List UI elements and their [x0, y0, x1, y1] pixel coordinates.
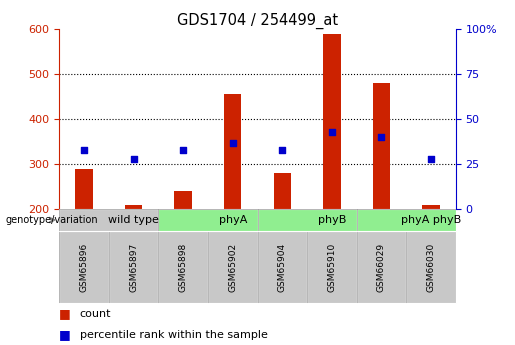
Text: count: count — [80, 309, 111, 319]
Bar — [373, 83, 390, 209]
Text: ■: ■ — [59, 328, 71, 341]
Point — [179, 147, 187, 152]
Bar — [159, 231, 208, 303]
Text: GSM65904: GSM65904 — [278, 243, 287, 292]
Bar — [109, 231, 159, 303]
Text: phyA phyB: phyA phyB — [401, 215, 461, 225]
Text: wild type: wild type — [108, 215, 159, 225]
Text: GSM65896: GSM65896 — [79, 243, 89, 292]
Bar — [175, 191, 192, 209]
Bar — [323, 34, 340, 209]
Text: GSM65897: GSM65897 — [129, 243, 138, 292]
Title: GDS1704 / 254499_at: GDS1704 / 254499_at — [177, 13, 338, 29]
Bar — [224, 95, 242, 209]
Bar — [356, 231, 406, 303]
Text: GSM65902: GSM65902 — [228, 243, 237, 292]
Text: phyA: phyA — [218, 215, 247, 225]
Text: GSM65898: GSM65898 — [179, 243, 187, 292]
Bar — [258, 231, 307, 303]
Text: phyB: phyB — [318, 215, 346, 225]
Bar — [75, 169, 93, 209]
Bar — [258, 209, 356, 231]
Bar — [356, 209, 456, 231]
Bar — [307, 231, 356, 303]
Point — [278, 147, 286, 152]
Bar — [59, 231, 109, 303]
Point — [129, 156, 138, 161]
Point — [427, 156, 435, 161]
Text: ■: ■ — [59, 307, 71, 321]
Text: percentile rank within the sample: percentile rank within the sample — [80, 330, 268, 339]
Bar — [273, 173, 291, 209]
Bar — [59, 209, 159, 231]
Point — [80, 147, 88, 152]
Bar — [125, 205, 142, 209]
Text: genotype/variation: genotype/variation — [5, 215, 98, 225]
Text: GSM66030: GSM66030 — [426, 243, 436, 292]
Point — [229, 140, 237, 145]
Bar — [422, 205, 440, 209]
Bar — [406, 231, 456, 303]
Bar — [159, 209, 258, 231]
Text: GSM65910: GSM65910 — [328, 243, 336, 292]
Point — [377, 134, 386, 140]
Bar — [208, 231, 258, 303]
Point — [328, 129, 336, 135]
Text: GSM66029: GSM66029 — [377, 243, 386, 292]
